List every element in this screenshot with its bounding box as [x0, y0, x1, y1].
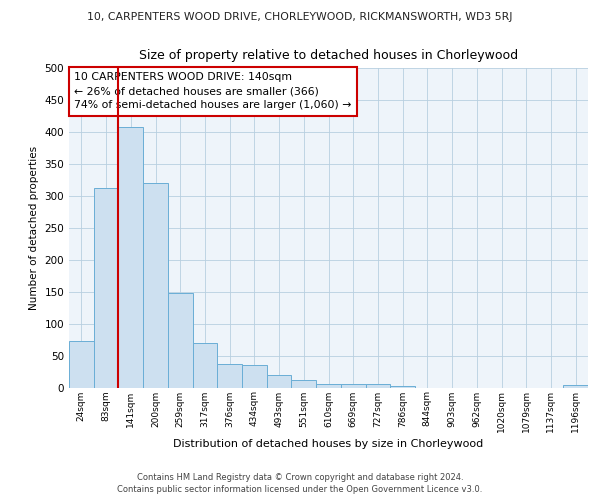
Title: Size of property relative to detached houses in Chorleywood: Size of property relative to detached ho… [139, 49, 518, 62]
Bar [267, 374, 292, 388]
Bar [143, 184, 168, 388]
Bar [341, 384, 365, 388]
Y-axis label: Number of detached properties: Number of detached properties [29, 146, 39, 310]
Bar [563, 385, 588, 388]
Bar [69, 342, 94, 388]
Bar [217, 364, 242, 388]
Bar [365, 384, 390, 388]
Bar [94, 188, 118, 388]
Text: 10 CARPENTERS WOOD DRIVE: 140sqm
← 26% of detached houses are smaller (366)
74% : 10 CARPENTERS WOOD DRIVE: 140sqm ← 26% o… [74, 72, 352, 110]
Bar [242, 365, 267, 388]
Bar [390, 386, 415, 388]
Bar [292, 380, 316, 388]
Bar [316, 384, 341, 388]
Bar [118, 127, 143, 388]
Text: Contains HM Land Registry data © Crown copyright and database right 2024.: Contains HM Land Registry data © Crown c… [137, 472, 463, 482]
Bar [193, 342, 217, 388]
X-axis label: Distribution of detached houses by size in Chorleywood: Distribution of detached houses by size … [173, 440, 484, 450]
Text: Contains public sector information licensed under the Open Government Licence v3: Contains public sector information licen… [118, 485, 482, 494]
Text: 10, CARPENTERS WOOD DRIVE, CHORLEYWOOD, RICKMANSWORTH, WD3 5RJ: 10, CARPENTERS WOOD DRIVE, CHORLEYWOOD, … [87, 12, 513, 22]
Bar [168, 294, 193, 388]
